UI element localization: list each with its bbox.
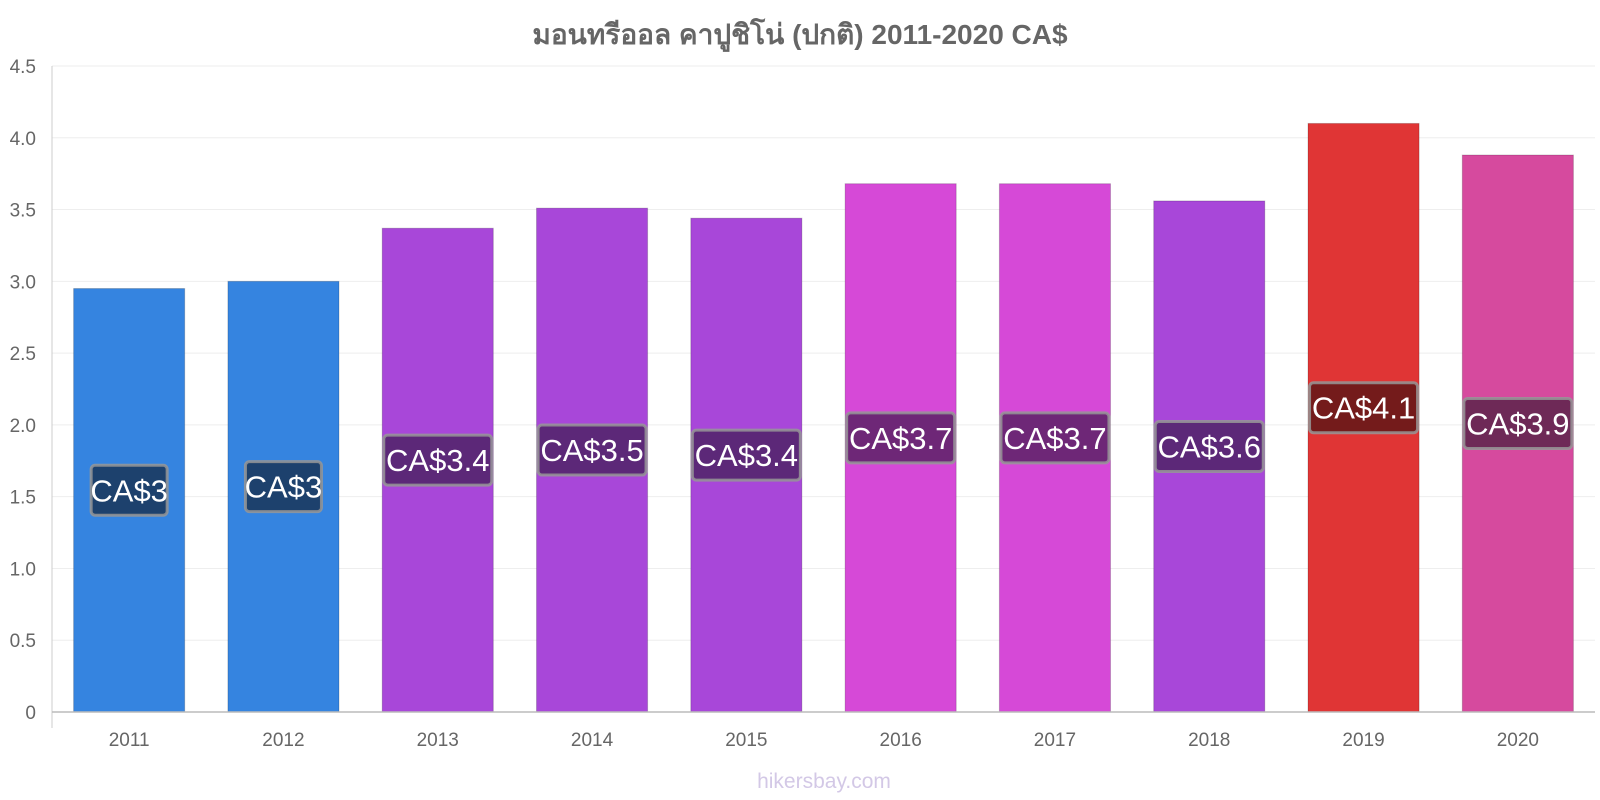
y-axis-ticks: 0 0.5 1.0 1.5 2.0 2.5 3.0 3.5 4.0 4.5 [10,57,36,724]
y-tick-label: 4.0 [10,129,36,150]
x-tick-label: 2019 [1342,730,1384,751]
data-label-box [382,433,494,487]
x-tick-label: 2014 [571,730,614,751]
x-tick-label: 2011 [109,730,150,751]
data-label-box [1308,381,1420,435]
x-tick-label: 2017 [1034,730,1076,751]
x-tick-label: 2020 [1497,730,1539,751]
y-tick-label: 2.5 [10,344,36,365]
x-tick-label: 2016 [880,730,922,751]
data-label: CA$3.7 [1003,421,1106,456]
watermark: hikersbay.com [757,770,891,793]
data-label: CA$3.4 [695,438,798,473]
y-tick-label: 2.0 [10,416,36,437]
data-label-box [536,423,648,477]
data-label-box [89,463,169,517]
y-tick-label: 0.5 [10,631,36,652]
y-tick-label: 0 [25,703,36,724]
data-label: CA$4.1 [1312,391,1415,426]
data-label: CA$3.6 [1158,429,1261,464]
x-tick-label: 2012 [262,730,304,751]
x-tick-label: 2015 [725,730,767,751]
y-tick-label: 3.0 [10,272,36,293]
data-label: CA$3 [90,473,168,508]
x-tick-label: 2018 [1188,730,1230,751]
data-label-box [243,460,323,514]
y-tick-label: 1.5 [10,488,36,509]
data-label-box [999,411,1111,465]
data-label: CA$3.4 [386,443,489,478]
data-label: CA$3 [245,470,323,505]
data-label-box [690,428,802,482]
y-tick-label: 1.0 [10,559,36,580]
data-label: CA$3.5 [540,433,643,468]
data-labels: CA$3 CA$3 CA$3.4 CA$3.5 CA$3.4 CA$3.7 CA$3.7 CA… [89,381,1574,517]
data-label-box [845,411,957,465]
data-label-box [1153,419,1265,473]
y-tick-label: 4.5 [10,57,36,78]
y-tick-label: 3.5 [10,201,36,222]
x-axis-ticks: 2011 2012 2013 2014 2015 2016 2017 2018 2019 2020 [109,730,1539,751]
chart-title: มอนทรีออล คาปูชิโน่ (ปกติ) 2011-2020 CA$ [532,17,1068,52]
data-label: CA$3.7 [849,421,952,456]
data-label-box [1462,397,1574,451]
x-tick-label: 2013 [417,730,459,751]
data-label: CA$3.9 [1466,407,1569,442]
